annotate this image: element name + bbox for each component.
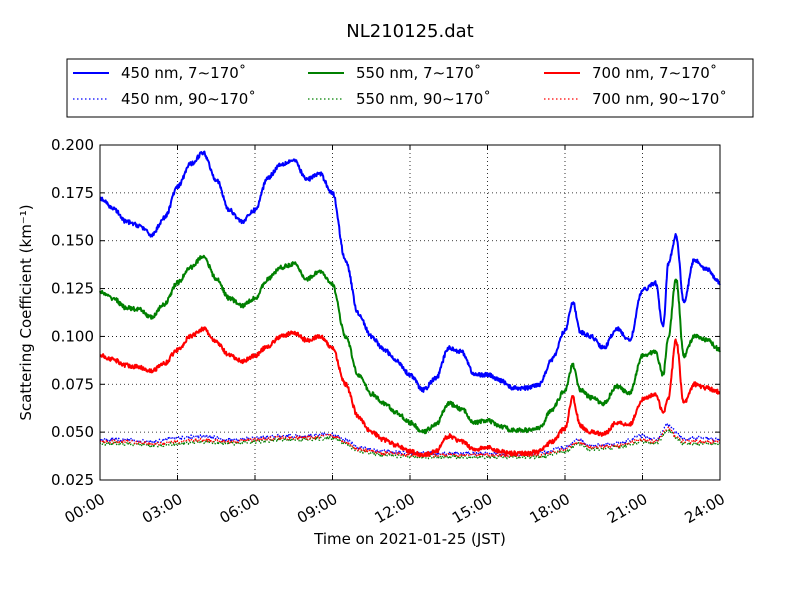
series-line [99,428,721,460]
x-tick-label: 18:00 [527,490,573,527]
legend-label: 700 nm, 7∼170˚ [592,64,717,82]
y-tick-label: 0.200 [51,136,94,154]
x-tick-label: 06:00 [217,490,263,527]
series-line [99,326,721,458]
series-line [99,150,721,393]
legend-label: 550 nm, 7∼170˚ [356,64,481,82]
ticks [99,144,721,481]
x-axis-label: Time on 2021-01-25 (JST) [313,530,506,548]
x-tick-label: 21:00 [604,490,650,527]
legend-frame [66,58,754,118]
x-tick-label: 24:00 [682,490,728,527]
x-tick-label: 03:00 [139,490,185,527]
y-tick-label: 0.150 [51,232,94,250]
legend-label: 450 nm, 7∼170˚ [121,64,246,82]
series-line [99,254,721,435]
y-tick-label: 0.050 [51,423,94,441]
series-line [99,426,721,458]
legend-label: 550 nm, 90∼170˚ [356,90,491,108]
tick-labels: 00:00 03:00 06:00 09:00 12:00 15:00 18:00 21:00… [51,136,728,527]
x-tick-label: 09:00 [294,490,340,527]
legend: 450 nm, 7∼170˚ 450 nm, 90∼170˚ 550 nm, 7∼1… [66,58,754,118]
y-tick-label: 0.075 [51,375,94,393]
legend-label: 450 nm, 90∼170˚ [121,90,256,108]
series-layer [99,150,721,460]
x-tick-label: 12:00 [372,490,418,527]
y-tick-label: 0.100 [51,327,94,345]
y-tick-label: 0.025 [51,471,94,489]
y-axis-label: Scattering Coefficient (km⁻¹) [17,204,35,420]
x-tick-label: 00:00 [62,490,108,527]
x-tick-label: 15:00 [449,490,495,527]
y-tick-label: 0.125 [51,280,94,298]
legend-label: 700 nm, 90∼170˚ [592,90,727,108]
grid [100,145,720,480]
y-tick-label: 0.175 [51,184,94,202]
chart-title: NL210125.dat [346,21,473,42]
